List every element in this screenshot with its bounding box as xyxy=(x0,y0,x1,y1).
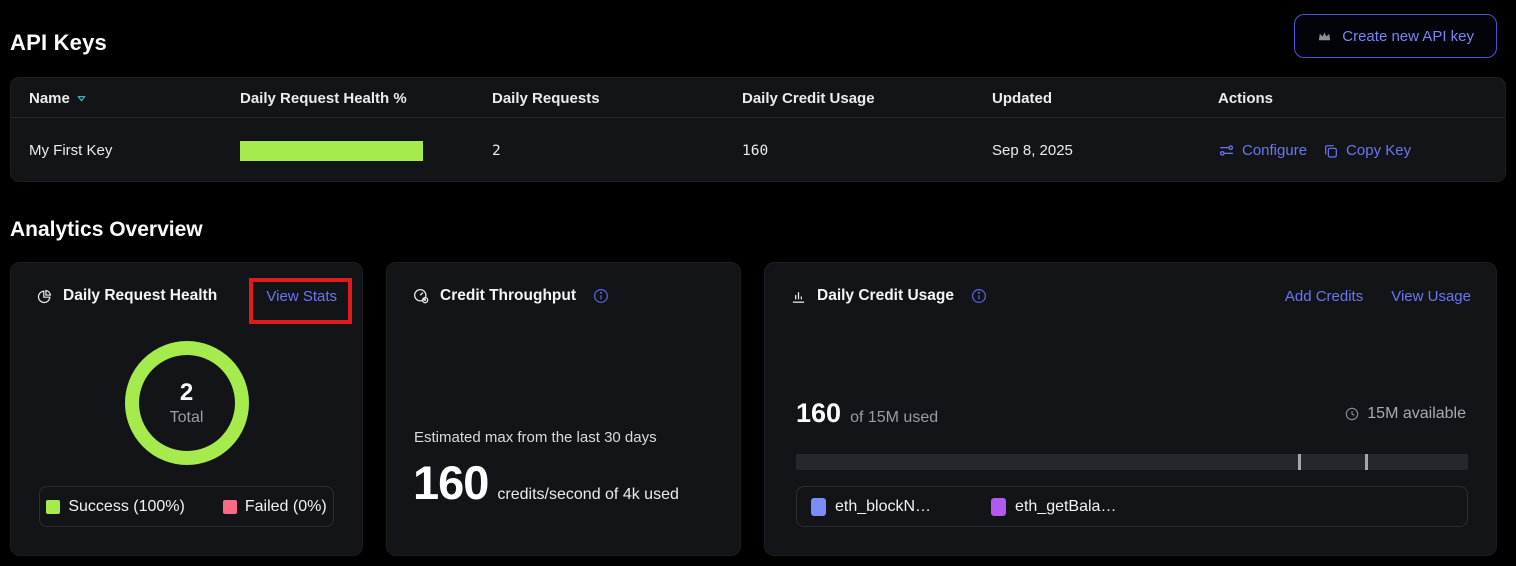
column-header-credit-usage[interactable]: Daily Credit Usage xyxy=(742,89,875,107)
sliders-icon xyxy=(1218,142,1235,159)
legend-item-eth-blocknumber: eth_blockN… xyxy=(811,497,931,516)
health-legend: Success (100%) Failed (0%) xyxy=(39,486,334,527)
crown-icon xyxy=(1317,29,1332,44)
daily-requests-cell: 2 xyxy=(492,142,501,159)
usage-marker xyxy=(1297,454,1301,470)
credit-throughput-card: Credit Throughput Estimated max from the… xyxy=(386,262,741,556)
usage-marker xyxy=(1365,454,1369,470)
column-header-updated[interactable]: Updated xyxy=(992,89,1052,107)
throughput-gauge-icon xyxy=(412,287,430,305)
credit-usage-progress-bar xyxy=(796,454,1468,470)
card-title: Credit Throughput xyxy=(440,287,577,304)
table-row: My First Key 2 160 Sep 8, 2025 Configure xyxy=(11,119,1505,182)
failed-swatch xyxy=(222,499,237,514)
info-icon[interactable] xyxy=(970,287,988,305)
bar-chart-icon xyxy=(790,288,807,305)
request-health-donut: 2 Total xyxy=(124,341,249,465)
key-name-cell: My First Key xyxy=(29,142,113,159)
health-bar-fill xyxy=(240,140,423,161)
create-api-key-label: Create new API key xyxy=(1342,27,1474,45)
copy-icon xyxy=(1323,143,1339,159)
legend-item-success: Success (100%) xyxy=(46,498,185,516)
add-credits-link[interactable]: Add Credits xyxy=(1284,287,1364,305)
column-header-actions: Actions xyxy=(1218,89,1274,107)
info-icon[interactable] xyxy=(592,287,610,305)
credits-used-suffix: of 15M used xyxy=(850,409,939,426)
health-bar-cell xyxy=(240,119,423,182)
credits-used-value: 160 xyxy=(796,398,842,428)
analytics-heading: Analytics Overview xyxy=(10,218,203,241)
card-title: Daily Request Health xyxy=(63,287,218,304)
credits-available: 15M available xyxy=(1344,405,1466,423)
pie-chart-icon xyxy=(36,288,53,305)
throughput-value: 160 xyxy=(413,456,489,509)
daily-credit-usage-cell: 160 xyxy=(742,142,769,159)
updated-cell: Sep 8, 2025 xyxy=(992,142,1073,159)
success-swatch xyxy=(46,499,61,514)
legend-item-failed: Failed (0%) xyxy=(222,498,327,516)
daily-request-health-card: Daily Request Health View Stats 2 Total … xyxy=(10,262,363,556)
credit-usage-legend: eth_blockN… eth_getBala… xyxy=(796,486,1468,527)
daily-credit-usage-card: Daily Credit Usage Add Credits View Usag… xyxy=(764,262,1497,556)
copy-key-link[interactable]: Copy Key xyxy=(1323,142,1411,159)
page-title: API Keys xyxy=(10,30,107,55)
sort-icon[interactable] xyxy=(76,93,87,104)
throughput-description: Estimated max from the last 30 days xyxy=(414,429,657,446)
card-title: Daily Credit Usage xyxy=(817,287,954,304)
column-header-health[interactable]: Daily Request Health % xyxy=(240,89,407,107)
eth-getbalance-swatch xyxy=(991,497,1007,516)
table-header-row: Name Daily Request Health % Daily Reques… xyxy=(11,78,1505,118)
donut-total-label: Total xyxy=(169,409,204,426)
view-usage-link[interactable]: View Usage xyxy=(1391,287,1471,305)
create-api-key-button[interactable]: Create new API key xyxy=(1294,14,1497,58)
column-header-requests[interactable]: Daily Requests xyxy=(492,89,600,107)
health-bar xyxy=(240,140,423,161)
clock-icon xyxy=(1344,406,1360,422)
eth-blocknumber-swatch xyxy=(811,497,826,516)
legend-item-eth-getbalance: eth_getBala… xyxy=(991,497,1116,516)
api-keys-table: Name Daily Request Health % Daily Reques… xyxy=(10,77,1506,182)
throughput-unit: credits/second of 4k used xyxy=(497,486,679,503)
configure-link[interactable]: Configure xyxy=(1218,142,1307,159)
column-header-name[interactable]: Name xyxy=(29,78,87,118)
donut-total-value: 2 xyxy=(179,379,194,406)
view-stats-link[interactable]: View Stats xyxy=(266,287,337,305)
actions-cell: Configure Copy Key xyxy=(1218,119,1411,182)
